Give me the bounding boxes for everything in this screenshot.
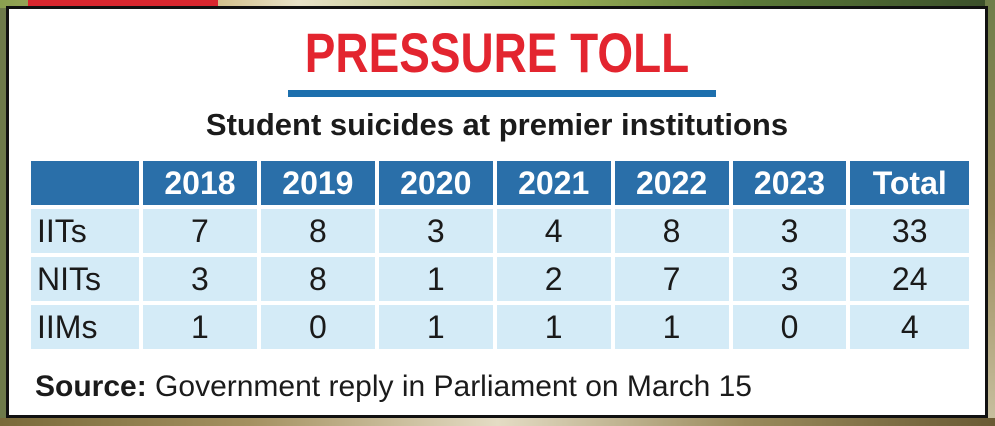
table-cell: 1 [143,305,257,349]
table-row: IITs 7 8 3 4 8 3 33 [31,209,969,253]
table-cell: 0 [260,305,375,349]
table-cell: 1 [614,305,729,349]
table-row: IIMs 1 0 1 1 1 0 4 [31,305,969,349]
column-header: 2021 [496,161,611,205]
suicides-table: 2018 2019 2020 2021 2022 2023 Total IITs… [27,157,973,353]
table-cell: 8 [260,257,375,301]
column-header: 2023 [732,161,847,205]
table-cell: 3 [732,257,847,301]
infographic-subtitle: Student suicides at premier institutions [205,107,789,142]
row-label: IIMs [31,305,139,349]
source-text: Government reply in Parliament on March … [155,370,752,403]
table-row: NITs 3 8 1 2 7 3 24 [31,257,969,301]
table-cell-total: 4 [850,305,969,349]
table-cell: 3 [378,209,493,253]
background-photo-right [985,0,995,426]
table-cell: 0 [732,305,847,349]
table-cell: 2 [496,257,611,301]
title-underline [288,90,716,97]
table-cell-total: 24 [850,257,969,301]
table-cell: 1 [378,257,493,301]
row-label: IITs [31,209,139,253]
background-photo-bottom [0,418,995,426]
table-cell: 4 [496,209,611,253]
table-cell: 8 [260,209,375,253]
table-cell: 3 [143,257,257,301]
table-cell: 3 [732,209,847,253]
column-header: 2019 [260,161,375,205]
table-cell: 8 [614,209,729,253]
column-header: 2020 [378,161,493,205]
background-photo-top [0,0,995,8]
table-corner-cell [31,161,139,205]
table-cell: 7 [614,257,729,301]
column-header-total: Total [850,161,969,205]
table-cell-total: 33 [850,209,969,253]
infographic-card: PRESSURE TOLL Student suicides at premie… [6,6,988,418]
table-cell: 7 [143,209,257,253]
table-cell: 1 [496,305,611,349]
column-header: 2018 [143,161,257,205]
background-red-strip [28,0,218,6]
table-header-row: 2018 2019 2020 2021 2022 2023 Total [31,161,969,205]
infographic-title: PRESSURE TOLL [304,21,690,84]
source-note: Source: Government reply in Parliament o… [35,369,752,405]
table-cell: 1 [378,305,493,349]
column-header: 2022 [614,161,729,205]
row-label: NITs [31,257,139,301]
source-label: Source: [35,370,147,403]
